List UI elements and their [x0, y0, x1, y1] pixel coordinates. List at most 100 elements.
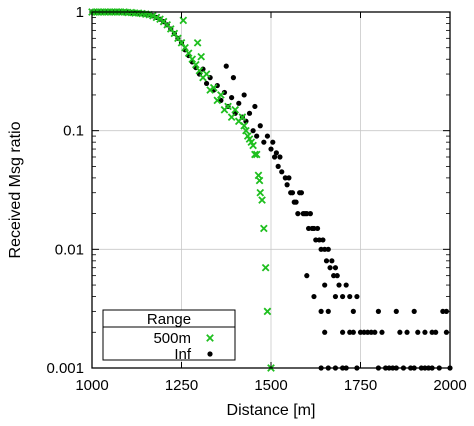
- point-inf: [241, 92, 247, 98]
- point-inf: [332, 293, 339, 300]
- legend: Range 500m Inf: [102, 309, 236, 363]
- point-500m: [181, 43, 189, 52]
- point-inf: [368, 329, 374, 335]
- point-inf: [289, 190, 296, 196]
- point-inf: [311, 225, 317, 232]
- point-inf: [250, 128, 256, 134]
- point-inf: [305, 225, 312, 232]
- point-500m: [206, 86, 214, 94]
- legend-marker-500m: [206, 334, 214, 342]
- point-500m: [213, 96, 222, 105]
- legend-box: [102, 309, 236, 361]
- point-inf: [322, 246, 328, 252]
- point-inf: [273, 150, 279, 156]
- point-inf: [277, 154, 283, 160]
- point-500m: [193, 38, 202, 47]
- point-inf: [397, 329, 403, 335]
- point-inf: [411, 308, 417, 314]
- point-500m: [177, 38, 186, 47]
- point-500m: [251, 150, 259, 159]
- point-inf: [354, 293, 360, 300]
- point-500m: [255, 176, 264, 185]
- point-500m: [195, 66, 204, 75]
- point-inf: [304, 273, 310, 279]
- point-500m: [242, 126, 250, 135]
- point-inf: [327, 265, 333, 271]
- point-500m: [252, 150, 261, 159]
- point-500m: [256, 188, 265, 197]
- point-inf: [379, 329, 385, 335]
- point-inf: [316, 237, 322, 243]
- point-inf: [429, 329, 435, 335]
- point-inf: [325, 246, 331, 252]
- point-inf: [331, 273, 337, 279]
- point-inf: [271, 154, 278, 160]
- point-500m: [240, 121, 248, 130]
- point-500m: [179, 16, 188, 25]
- point-inf: [375, 308, 381, 314]
- point-inf: [365, 329, 371, 335]
- point-inf: [318, 308, 324, 314]
- point-inf: [284, 182, 290, 188]
- point-500m: [227, 113, 236, 121]
- x-tick-label: 1500: [254, 377, 287, 394]
- point-500m: [191, 60, 200, 69]
- point-500m: [209, 83, 218, 92]
- point-inf: [229, 94, 235, 101]
- point-inf: [336, 282, 342, 288]
- x-tick-label: 1250: [165, 377, 198, 394]
- x-tick-label: 1750: [344, 377, 377, 394]
- point-inf: [340, 293, 346, 300]
- point-inf: [350, 329, 356, 335]
- point-500m: [260, 224, 268, 233]
- point-inf: [323, 258, 330, 264]
- point-inf: [304, 211, 310, 217]
- point-inf: [311, 293, 317, 300]
- point-inf: [372, 329, 378, 335]
- point-500m: [224, 102, 232, 111]
- point-inf: [433, 329, 439, 335]
- point-inf: [357, 329, 364, 335]
- point-inf: [318, 246, 324, 252]
- point-inf: [203, 80, 210, 87]
- point-inf: [347, 329, 353, 335]
- point-inf: [314, 225, 321, 232]
- point-500m: [261, 263, 270, 272]
- point-500m: [258, 196, 266, 204]
- point-inf: [334, 273, 340, 279]
- point-inf: [230, 75, 237, 81]
- point-500m: [202, 70, 211, 78]
- point-inf: [236, 100, 242, 106]
- point-inf: [350, 308, 356, 314]
- point-inf: [282, 175, 288, 181]
- point-500m: [231, 105, 240, 114]
- point-500m: [238, 113, 247, 121]
- point-500m: [263, 307, 272, 316]
- y-tick-label: 0.001: [46, 360, 84, 377]
- legend-marker-inf: [207, 351, 213, 357]
- point-inf: [340, 329, 346, 335]
- point-inf: [347, 293, 353, 300]
- point-inf: [307, 211, 313, 217]
- point-500m: [217, 91, 225, 99]
- point-inf: [264, 133, 271, 139]
- point-500m: [188, 55, 197, 64]
- point-500m: [170, 29, 179, 38]
- point-inf: [393, 308, 399, 314]
- point-inf: [286, 175, 292, 181]
- point-inf: [332, 265, 339, 271]
- point-inf: [261, 139, 267, 145]
- point-inf: [275, 163, 281, 169]
- y-tick-label: 1: [76, 4, 84, 21]
- point-inf: [329, 258, 335, 264]
- point-inf: [293, 199, 299, 205]
- point-500m: [184, 49, 193, 57]
- point-inf: [223, 63, 229, 69]
- point-inf: [320, 237, 326, 243]
- point-inf: [257, 123, 263, 129]
- point-500m: [197, 52, 206, 61]
- tick-labels: 1000 1250 1500 1750 2000 0.001 0.01 0.1 1: [46, 4, 466, 394]
- y-tick-label: 0.01: [55, 241, 84, 258]
- point-inf: [361, 329, 367, 335]
